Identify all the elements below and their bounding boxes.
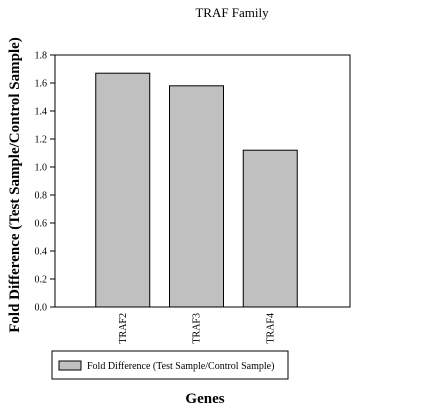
y-tick-label: 1.0 <box>35 163 48 174</box>
y-axis-label: Fold Difference (Test Sample/Control Sam… <box>7 37 23 333</box>
y-tick-label: 1.4 <box>35 107 48 118</box>
y-tick-label: 0.4 <box>35 247 48 258</box>
y-tick-label: 1.2 <box>35 135 48 146</box>
x-tick-label: TRAF2 <box>118 313 129 344</box>
bar-traf3 <box>169 85 224 308</box>
x-tick-label: TRAF3 <box>192 313 203 344</box>
y-axis: 0.0 0.2 0.4 0.6 0.8 1.0 1.2 1.4 1.6 1.8 <box>35 51 55 314</box>
y-tick-label: 0.0 <box>35 303 48 314</box>
x-axis-categories: TRAF2 TRAF3 TRAF4 <box>118 313 277 344</box>
legend-swatch <box>58 360 82 371</box>
x-axis-label: Genes <box>185 391 224 407</box>
y-tick-label: 0.6 <box>35 219 48 230</box>
legend: Fold Difference (Test Sample/Control Sam… <box>51 350 289 380</box>
bars-group <box>95 72 298 308</box>
y-tick-label: 1.8 <box>35 51 48 62</box>
y-tick-label: 0.2 <box>35 275 48 286</box>
x-tick-label: TRAF4 <box>265 313 276 344</box>
legend-frame <box>51 350 289 380</box>
legend-label: Fold Difference (Test Sample/Control Sam… <box>87 361 274 372</box>
chart-title: TRAF Family <box>195 5 269 20</box>
y-tick-label: 0.8 <box>35 191 48 202</box>
bar-traf2 <box>95 72 151 308</box>
bar-traf4 <box>242 149 298 308</box>
y-tick-label: 1.6 <box>35 79 48 90</box>
